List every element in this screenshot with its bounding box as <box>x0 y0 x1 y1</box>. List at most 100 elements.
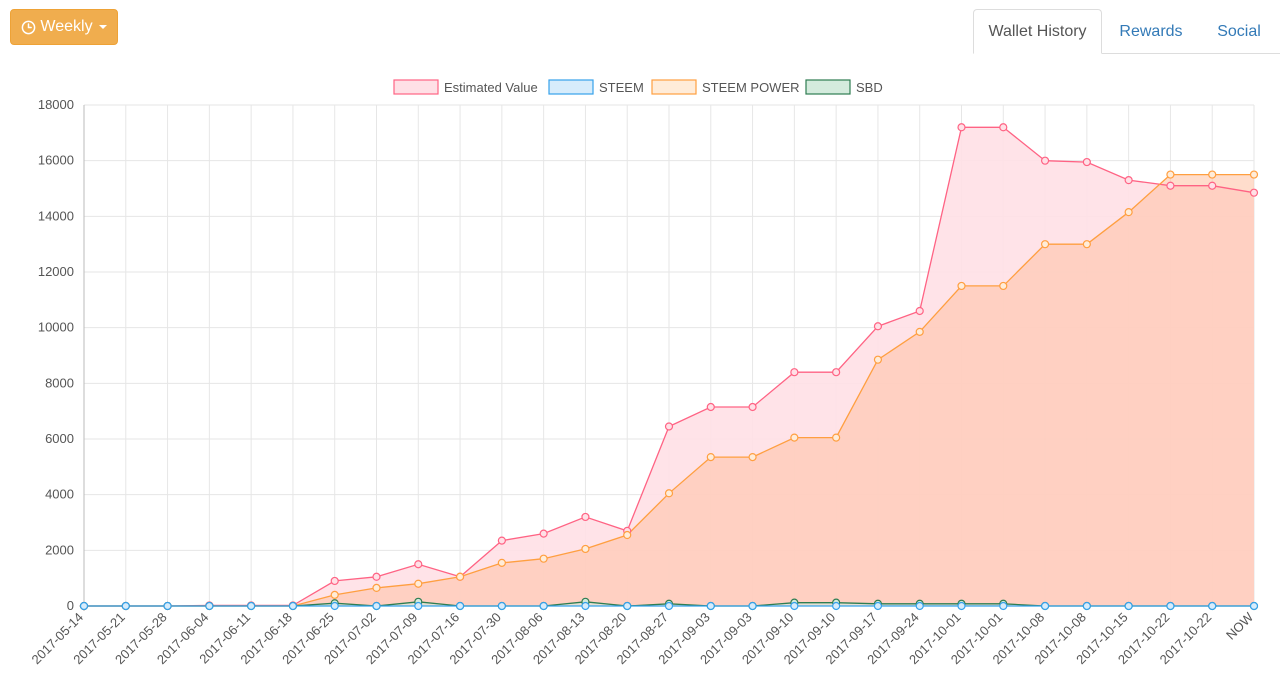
period-dropdown-button[interactable]: Weekly <box>10 9 118 45</box>
data-point <box>790 368 799 377</box>
data-point <box>1208 170 1217 179</box>
y-tick-label: 4000 <box>45 487 74 502</box>
y-tick-label: 14000 <box>38 208 74 223</box>
data-point <box>999 123 1008 132</box>
data-point <box>1040 601 1050 611</box>
data-point <box>79 601 89 611</box>
data-point <box>1166 601 1175 611</box>
data-point <box>999 601 1008 611</box>
data-point <box>372 601 381 611</box>
legend-label: STEEM POWER <box>702 80 800 95</box>
data-point <box>1124 176 1133 185</box>
legend-swatch <box>651 79 697 95</box>
data-point <box>1040 156 1050 165</box>
tab-rewards[interactable]: Rewards <box>1119 22 1183 40</box>
data-point <box>915 306 924 316</box>
data-point <box>497 601 506 611</box>
data-point <box>1249 601 1259 611</box>
data-point <box>497 536 506 545</box>
y-tick-label: 2000 <box>45 542 74 557</box>
data-point <box>372 572 381 581</box>
chevron-down-icon <box>98 25 107 29</box>
data-point <box>664 601 674 611</box>
data-point <box>497 558 506 567</box>
data-point <box>539 601 548 611</box>
tab-social[interactable]: Social <box>1217 22 1261 40</box>
y-tick-label: 10000 <box>38 320 74 335</box>
data-point <box>999 281 1008 291</box>
data-point <box>1082 157 1091 167</box>
x-axis: 2017-05-142017-05-212017-05-282017-06-04… <box>28 609 1256 667</box>
y-axis: 0 2000 4000 6000 8000 10000 12000 14000 16000 180… <box>38 97 74 613</box>
data-point <box>957 601 966 611</box>
data-point <box>623 601 632 611</box>
data-point <box>1124 601 1133 611</box>
data-point <box>539 554 548 563</box>
legend-swatch <box>805 79 851 95</box>
data-point <box>832 433 841 442</box>
y-tick-label: 0 <box>67 598 74 613</box>
y-tick-label: 18000 <box>38 97 74 112</box>
data-point <box>1208 601 1217 611</box>
data-point <box>832 368 841 377</box>
data-point <box>205 601 214 611</box>
data-point <box>1208 181 1217 190</box>
data-point <box>581 512 590 522</box>
series-area <box>84 174 1254 606</box>
data-point <box>957 123 966 132</box>
legend-label: Estimated Value <box>444 80 538 95</box>
data-point <box>330 576 339 586</box>
data-point <box>1166 170 1175 179</box>
data-point <box>748 402 757 412</box>
data-point <box>915 327 924 336</box>
y-tick-label: 8000 <box>45 375 74 390</box>
legend-label: STEEM <box>599 80 644 95</box>
legend-swatch <box>393 79 439 95</box>
data-point <box>372 583 381 593</box>
data-point <box>414 579 423 588</box>
data-point <box>873 322 883 331</box>
data-point <box>288 601 298 611</box>
data-point <box>832 601 841 611</box>
data-point <box>706 402 715 412</box>
data-point <box>330 601 339 611</box>
data-point <box>121 601 130 611</box>
legend-swatch <box>548 79 594 95</box>
data-point <box>539 529 548 538</box>
data-point <box>1249 188 1259 197</box>
data-point <box>1124 208 1133 217</box>
legend-label: SBD <box>856 80 883 95</box>
data-point <box>790 601 799 611</box>
y-tick-label: 12000 <box>38 264 74 279</box>
data-point <box>414 560 423 569</box>
data-point <box>957 281 966 291</box>
y-tick-label: 6000 <box>45 431 74 446</box>
data-point <box>455 572 465 581</box>
clock-icon <box>22 20 36 34</box>
data-point <box>664 422 674 431</box>
data-point <box>414 601 423 611</box>
data-point <box>915 601 924 611</box>
y-tick-label: 16000 <box>38 153 74 168</box>
data-point <box>873 601 883 611</box>
data-point <box>581 601 590 611</box>
tab-wallet-history[interactable]: Wallet History <box>973 9 1102 54</box>
data-point <box>873 355 883 364</box>
data-point <box>1040 240 1050 249</box>
data-point <box>748 452 757 462</box>
data-point <box>664 489 674 498</box>
period-label: Weekly <box>40 18 93 35</box>
data-point <box>706 601 715 611</box>
data-point <box>1249 170 1259 179</box>
data-point <box>623 530 632 540</box>
data-point <box>706 452 715 462</box>
data-point <box>790 433 799 442</box>
wallet-history-chart: Estimated Value STEEM STEEM POWER SBD 0 2000… <box>28 79 1259 667</box>
data-point <box>1082 240 1091 249</box>
data-point <box>247 601 256 611</box>
data-point <box>330 590 339 599</box>
chart-points <box>79 123 1259 611</box>
chart-legend: Estimated Value STEEM STEEM POWER SBD <box>393 79 883 95</box>
data-point <box>163 601 172 611</box>
data-point <box>455 601 465 611</box>
